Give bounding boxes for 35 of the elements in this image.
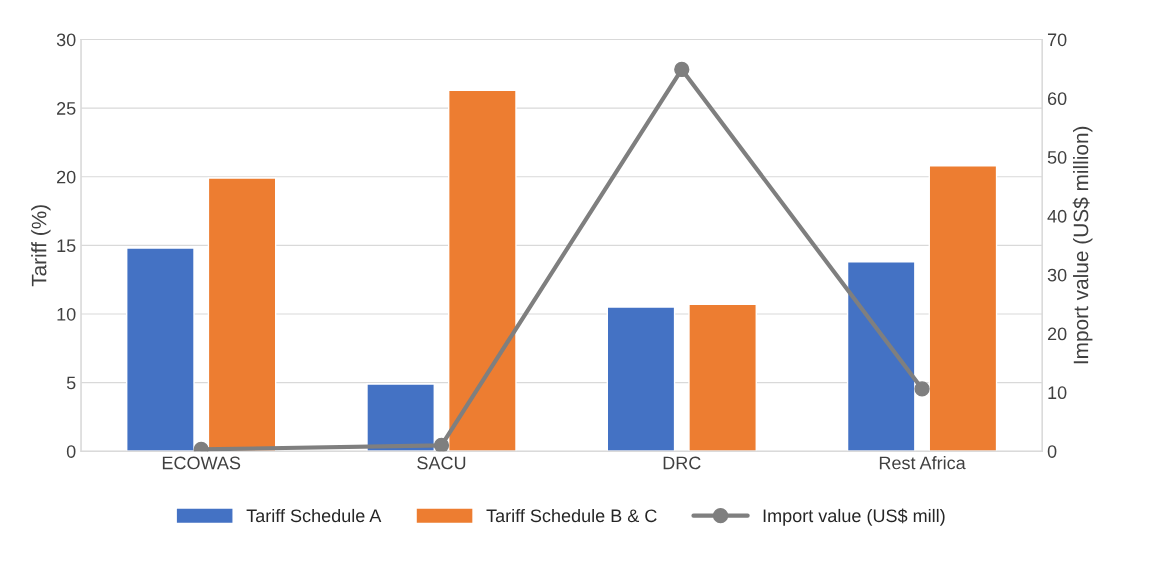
bar <box>448 89 517 452</box>
y2-tick-label: 50 <box>1047 151 1067 164</box>
bar <box>606 306 676 452</box>
point <box>674 61 690 78</box>
y-tick-label: 10 <box>57 307 76 321</box>
point <box>433 437 450 452</box>
y2-tick-label: 0 <box>1047 445 1057 458</box>
y2-tick-label: 30 <box>1047 268 1067 282</box>
legend-label: Tariff Schedule B & C <box>486 508 657 523</box>
y2-tick-label: 20 <box>1047 327 1067 341</box>
x-tick-label: DRC <box>663 456 701 470</box>
bar <box>846 261 916 452</box>
bar <box>126 247 195 452</box>
bar <box>207 177 277 452</box>
bar <box>366 383 435 452</box>
legend-label: Import value (US$ mill) <box>763 508 945 526</box>
y2-tick-label: 40 <box>1047 209 1067 223</box>
bar <box>688 303 757 452</box>
y-tick-label: 5 <box>66 376 76 390</box>
y-tick-label: 20 <box>57 170 76 184</box>
x-tick-label: ECOWAS <box>162 456 241 470</box>
y2-tick-label: 60 <box>1047 92 1067 106</box>
y2-tick-label: 10 <box>1048 386 1067 400</box>
y-tick-label: 30 <box>56 33 76 47</box>
point <box>914 381 930 397</box>
y-axis-title: Tariff (%) <box>31 205 51 287</box>
legend-label: Tariff Schedule A <box>246 508 382 523</box>
y2-axis-title: Import value (US$ million) <box>1072 126 1093 364</box>
y-tick-label: 0 <box>66 445 76 458</box>
y2-tick-label: 70 <box>1047 33 1067 47</box>
y-tick-label: 25 <box>57 102 76 115</box>
x-tick-label: SACU <box>417 456 466 470</box>
bar <box>928 165 998 452</box>
y-tick-label: 15 <box>57 239 76 253</box>
x-tick-label: Rest Africa <box>879 456 966 470</box>
